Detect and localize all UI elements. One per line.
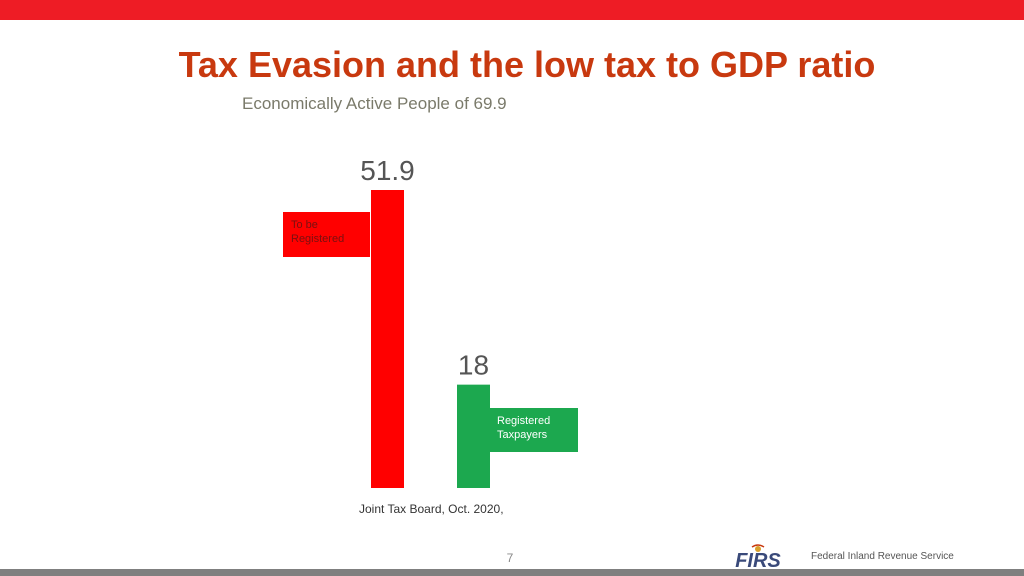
slide-title: Tax Evasion and the low tax to GDP ratio [178,44,876,85]
bar-registered-taxpayers [457,384,490,488]
chart-subtitle: Economically Active People of 69.9 [242,94,507,113]
value-label-registered-taxpayers: 18 [458,350,489,381]
value-label-to-be-registered: 51.9 [360,155,415,186]
footer-org-name: Federal Inland Revenue Service [811,551,954,562]
label-box-registered-taxpayers [489,408,578,452]
label-text-registered-line2: Registered [291,233,344,245]
label-text-taxpayers-line2: Taxpayers [497,429,548,441]
page-number: 7 [506,551,514,565]
label-box-to-be-registered [283,212,370,257]
label-text-registered-line1: Registered [497,415,550,427]
top-accent-bar [0,0,1024,20]
bottom-accent-bar [0,569,1024,576]
svg-text:FIRS: FIRS [735,550,781,572]
bar-to-be-registered [371,190,404,488]
label-text-to-be-line1: To be [291,219,318,231]
source-note: Joint Tax Board, Oct. 2020, [359,502,504,516]
